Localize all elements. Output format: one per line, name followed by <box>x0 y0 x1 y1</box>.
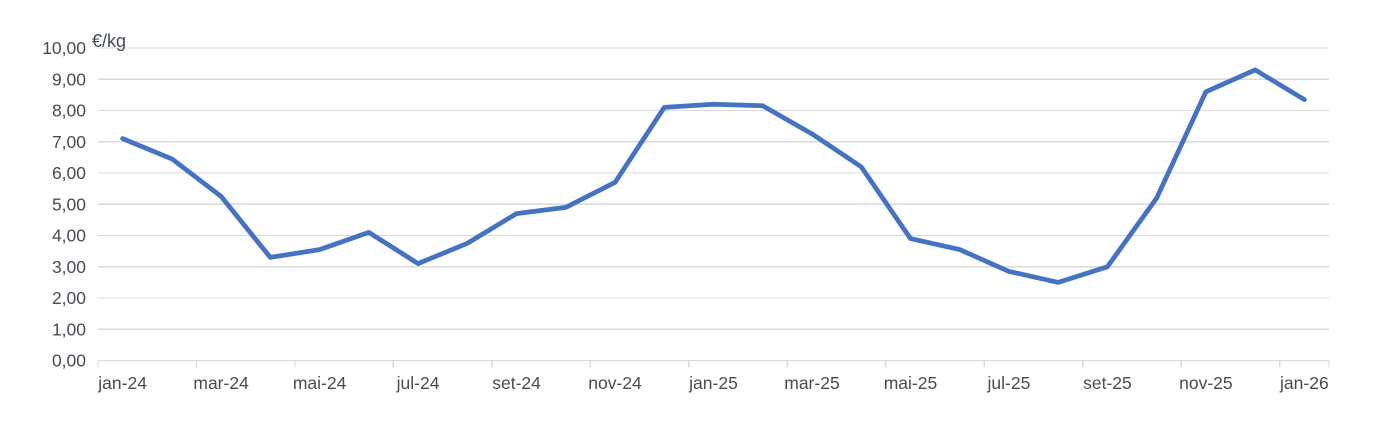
y-axis-tick-label: 2,00 <box>52 288 86 308</box>
x-axis-tick-label: mai-24 <box>293 373 347 393</box>
x-axis-tick-label: jan-25 <box>688 373 738 393</box>
y-axis-tick-label: 1,00 <box>52 319 86 339</box>
x-axis-tick-label: set-25 <box>1083 373 1132 393</box>
x-axis-tick-label: mar-24 <box>193 373 249 393</box>
x-axis-tick-label: mai-25 <box>884 373 938 393</box>
y-axis-tick-label: 9,00 <box>52 69 86 89</box>
y-axis-tick-label: 0,00 <box>52 351 86 371</box>
y-axis-tick-label: 8,00 <box>52 101 86 121</box>
y-axis-tick-label: 6,00 <box>52 163 86 183</box>
x-axis-tick-label: set-24 <box>492 373 541 393</box>
x-axis-tick-label: mar-25 <box>784 373 839 393</box>
x-axis-tick-label: jul-25 <box>987 373 1031 393</box>
y-axis-unit-label: €/kg <box>92 31 127 51</box>
y-axis-tick-label: 10,00 <box>42 38 86 58</box>
x-axis-tick-label: nov-25 <box>1179 373 1233 393</box>
x-axis-tick-label: jul-24 <box>396 373 440 393</box>
x-axis-tick-label: jan-24 <box>97 373 147 393</box>
y-axis-tick-label: 5,00 <box>52 194 86 214</box>
x-axis-tick-label: nov-24 <box>588 373 642 393</box>
y-axis-tick-label: 7,00 <box>52 132 86 152</box>
y-axis-tick-label: 4,00 <box>52 226 86 246</box>
x-axis-tick-label: jan-26 <box>1279 373 1329 393</box>
y-axis-tick-label: 3,00 <box>52 257 86 277</box>
price-line-series <box>120 67 1307 285</box>
